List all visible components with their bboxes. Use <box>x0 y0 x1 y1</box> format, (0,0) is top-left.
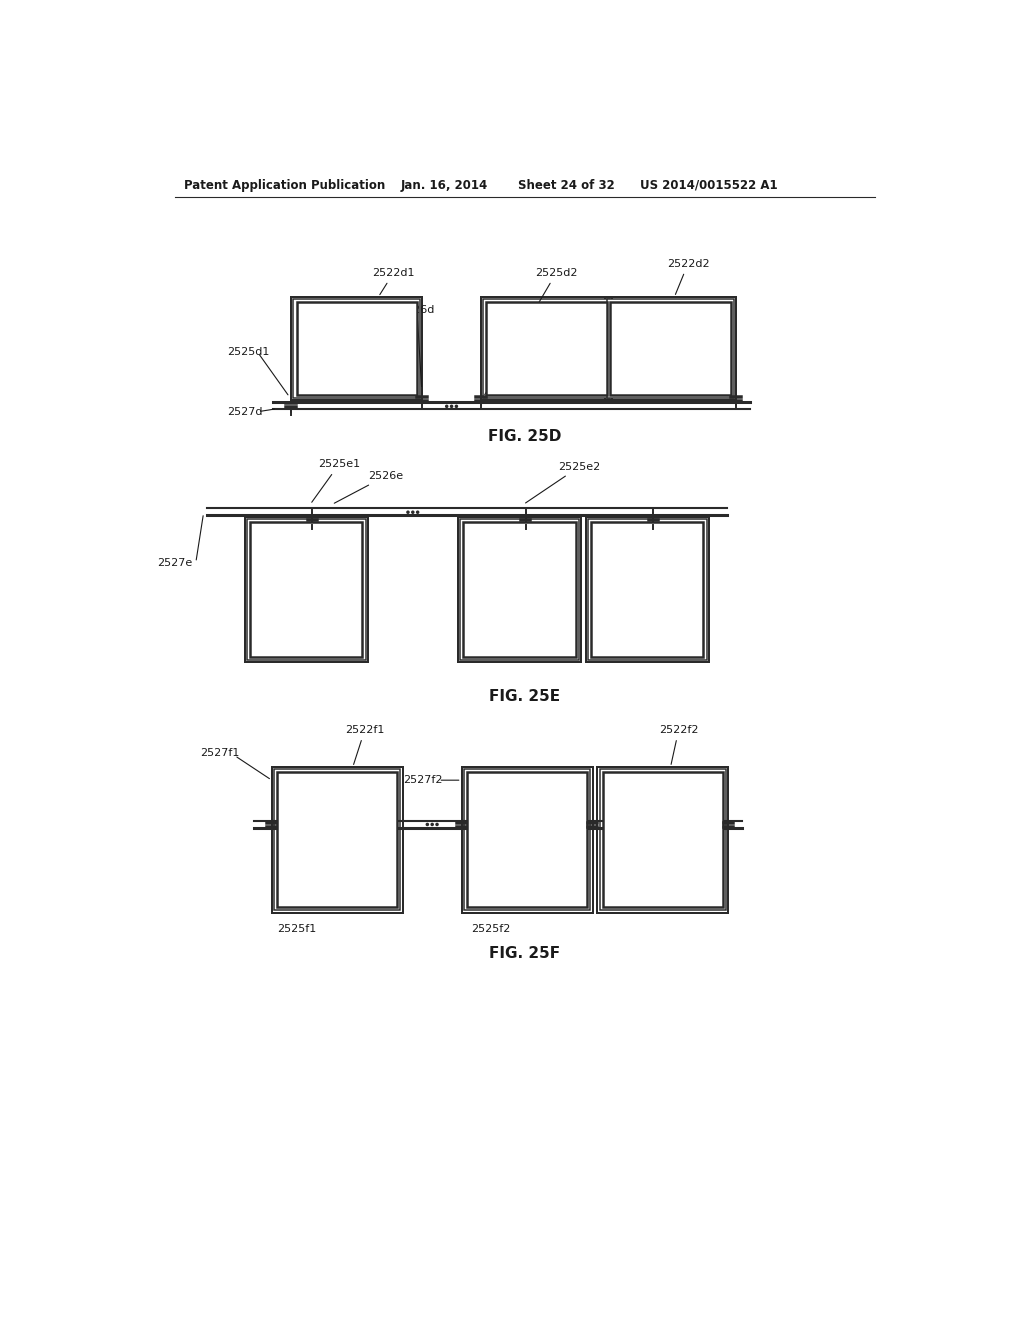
Bar <box>591 523 703 657</box>
Bar <box>297 302 417 395</box>
Bar <box>245 517 368 663</box>
Bar <box>250 523 362 657</box>
Bar <box>603 772 723 907</box>
Text: 2526e: 2526e <box>334 471 403 503</box>
Bar <box>458 517 581 663</box>
Text: FIG. 25F: FIG. 25F <box>489 945 560 961</box>
Text: 2525f2: 2525f2 <box>471 924 510 933</box>
Text: 2522d2: 2522d2 <box>667 259 710 294</box>
Text: 2527d: 2527d <box>226 407 262 417</box>
Circle shape <box>431 824 433 825</box>
Circle shape <box>426 824 428 825</box>
Circle shape <box>451 405 453 408</box>
Text: 2525d2: 2525d2 <box>484 268 578 395</box>
Bar <box>605 297 736 400</box>
Bar <box>483 300 609 397</box>
Bar <box>600 770 726 911</box>
Text: 2527e: 2527e <box>157 557 193 568</box>
Bar <box>271 767 402 912</box>
Bar <box>278 772 397 907</box>
Text: 2522e2: 2522e2 <box>508 632 550 651</box>
Bar <box>481 297 612 400</box>
Text: 2525f1: 2525f1 <box>278 924 316 933</box>
Text: Jan. 16, 2014: Jan. 16, 2014 <box>400 178 488 191</box>
Circle shape <box>456 405 458 408</box>
Bar <box>597 767 728 912</box>
Circle shape <box>436 824 438 825</box>
Text: Patent Application Publication: Patent Application Publication <box>183 178 385 191</box>
Bar <box>294 300 420 397</box>
Text: 2525e2: 2525e2 <box>525 462 600 503</box>
Bar <box>291 297 422 400</box>
Circle shape <box>417 511 419 513</box>
Circle shape <box>445 405 447 408</box>
Text: 2525d1: 2525d1 <box>226 347 269 358</box>
Bar <box>610 302 730 395</box>
Text: Sheet 24 of 32: Sheet 24 of 32 <box>518 178 614 191</box>
Bar <box>464 770 590 911</box>
Text: 2522d1: 2522d1 <box>372 268 415 294</box>
Bar <box>460 519 579 660</box>
Text: 2526d: 2526d <box>399 305 434 393</box>
Bar <box>467 772 587 907</box>
Text: 2522f1: 2522f1 <box>345 725 384 764</box>
Text: FIG. 25E: FIG. 25E <box>489 689 560 705</box>
Bar <box>607 300 733 397</box>
Text: 2526f: 2526f <box>365 816 396 825</box>
Text: FIG. 25D: FIG. 25D <box>488 429 561 445</box>
Text: 2527f2: 2527f2 <box>403 775 443 785</box>
Bar <box>462 767 593 912</box>
Text: 2525e1: 2525e1 <box>311 459 360 503</box>
Bar <box>247 519 366 660</box>
Bar <box>463 523 575 657</box>
Bar <box>274 770 400 911</box>
Bar <box>586 517 709 663</box>
Text: 2522e1: 2522e1 <box>295 632 337 651</box>
Text: 2527f1: 2527f1 <box>200 748 239 758</box>
Circle shape <box>412 511 414 513</box>
Text: US 2014/0015522 A1: US 2014/0015522 A1 <box>640 178 777 191</box>
Text: 2522f2: 2522f2 <box>658 725 698 764</box>
Bar <box>486 302 606 395</box>
Circle shape <box>407 511 409 513</box>
Bar <box>588 519 707 660</box>
